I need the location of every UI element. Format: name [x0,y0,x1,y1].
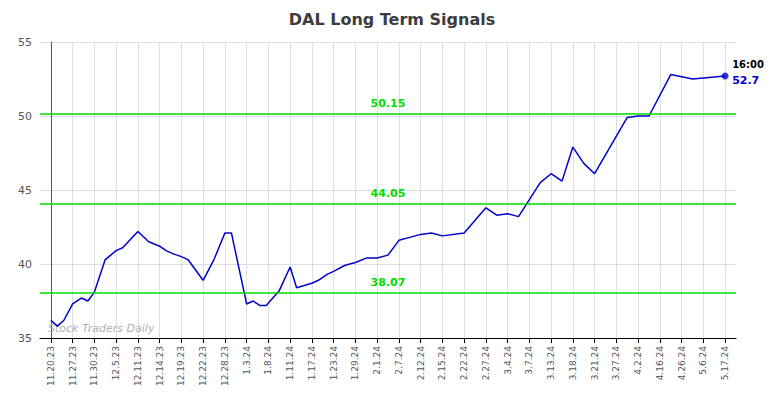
svg-text:1.17.24: 1.17.24 [307,346,317,381]
svg-text:12.11.23: 12.11.23 [133,346,143,386]
svg-text:5.6.24: 5.6.24 [698,346,708,375]
svg-text:3.27.24: 3.27.24 [611,346,621,381]
svg-text:52.7: 52.7 [732,74,759,87]
svg-text:50: 50 [18,110,32,123]
svg-text:44.05: 44.05 [371,187,406,200]
svg-text:40: 40 [18,258,32,271]
svg-text:3.13.24: 3.13.24 [546,346,556,381]
svg-text:2.15.24: 2.15.24 [437,346,447,381]
svg-text:12.28.23: 12.28.23 [220,346,230,386]
svg-text:1.29.24: 1.29.24 [350,346,360,381]
svg-text:3.4.24: 3.4.24 [503,346,513,375]
svg-text:2.27.24: 2.27.24 [481,346,491,381]
svg-text:3.21.24: 3.21.24 [590,346,600,381]
svg-text:12.14.23: 12.14.23 [155,346,165,386]
svg-text:4.26.24: 4.26.24 [677,346,687,381]
svg-text:1.11.24: 1.11.24 [285,346,295,381]
svg-text:50.15: 50.15 [371,97,406,110]
svg-text:4.2.24: 4.2.24 [633,346,643,375]
svg-text:1.8.24: 1.8.24 [263,346,273,375]
svg-text:3.18.24: 3.18.24 [568,346,578,381]
svg-text:3.7.24: 3.7.24 [524,346,534,375]
svg-text:45: 45 [18,184,32,197]
svg-text:35: 35 [18,332,32,345]
svg-text:2.22.24: 2.22.24 [459,346,469,381]
svg-text:2.7.24: 2.7.24 [394,346,404,375]
svg-text:2.12.24: 2.12.24 [416,346,426,381]
svg-text:4.16.24: 4.16.24 [655,346,665,381]
svg-text:1.23.24: 1.23.24 [329,346,339,381]
svg-text:Stock Traders Daily: Stock Traders Daily [48,322,155,335]
svg-text:2.1.24: 2.1.24 [372,346,382,375]
svg-text:38.07: 38.07 [371,276,406,289]
svg-text:16:00: 16:00 [732,59,764,70]
svg-text:DAL Long Term Signals: DAL Long Term Signals [289,10,495,29]
svg-text:1.3.24: 1.3.24 [242,346,252,375]
svg-text:12.19.23: 12.19.23 [176,346,186,386]
svg-text:5.17.24: 5.17.24 [720,346,730,381]
svg-text:11.27.23: 11.27.23 [68,346,78,386]
svg-text:12.5.23: 12.5.23 [111,346,121,380]
svg-text:12.22.23: 12.22.23 [198,346,208,386]
svg-text:11.20.23: 11.20.23 [46,346,56,386]
svg-text:55: 55 [18,36,32,49]
svg-text:11.30.23: 11.30.23 [89,346,99,386]
